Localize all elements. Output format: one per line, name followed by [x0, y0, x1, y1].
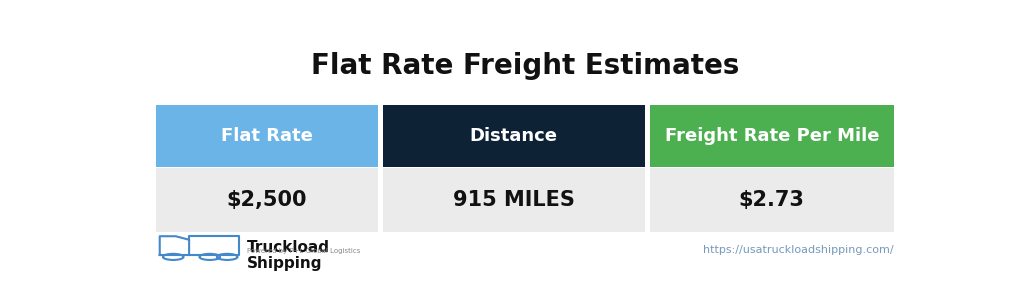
Text: Flat Rate Freight Estimates: Flat Rate Freight Estimates [310, 52, 739, 80]
FancyBboxPatch shape [383, 105, 645, 167]
FancyBboxPatch shape [156, 105, 378, 167]
FancyBboxPatch shape [383, 168, 645, 232]
Text: Powered by P+L Global Logistics: Powered by P+L Global Logistics [247, 248, 360, 254]
Text: $2.73: $2.73 [739, 190, 805, 210]
Text: https://usatruckloadshipping.com/: https://usatruckloadshipping.com/ [703, 245, 894, 255]
Text: 915 MILES: 915 MILES [453, 190, 574, 210]
FancyBboxPatch shape [650, 168, 894, 232]
Text: Distance: Distance [470, 127, 558, 145]
FancyBboxPatch shape [156, 168, 378, 232]
Text: Freight Rate Per Mile: Freight Rate Per Mile [665, 127, 879, 145]
Text: Truckload
Shipping: Truckload Shipping [247, 240, 330, 271]
Text: Flat Rate: Flat Rate [221, 127, 312, 145]
FancyBboxPatch shape [650, 105, 894, 167]
Text: $2,500: $2,500 [226, 190, 307, 210]
